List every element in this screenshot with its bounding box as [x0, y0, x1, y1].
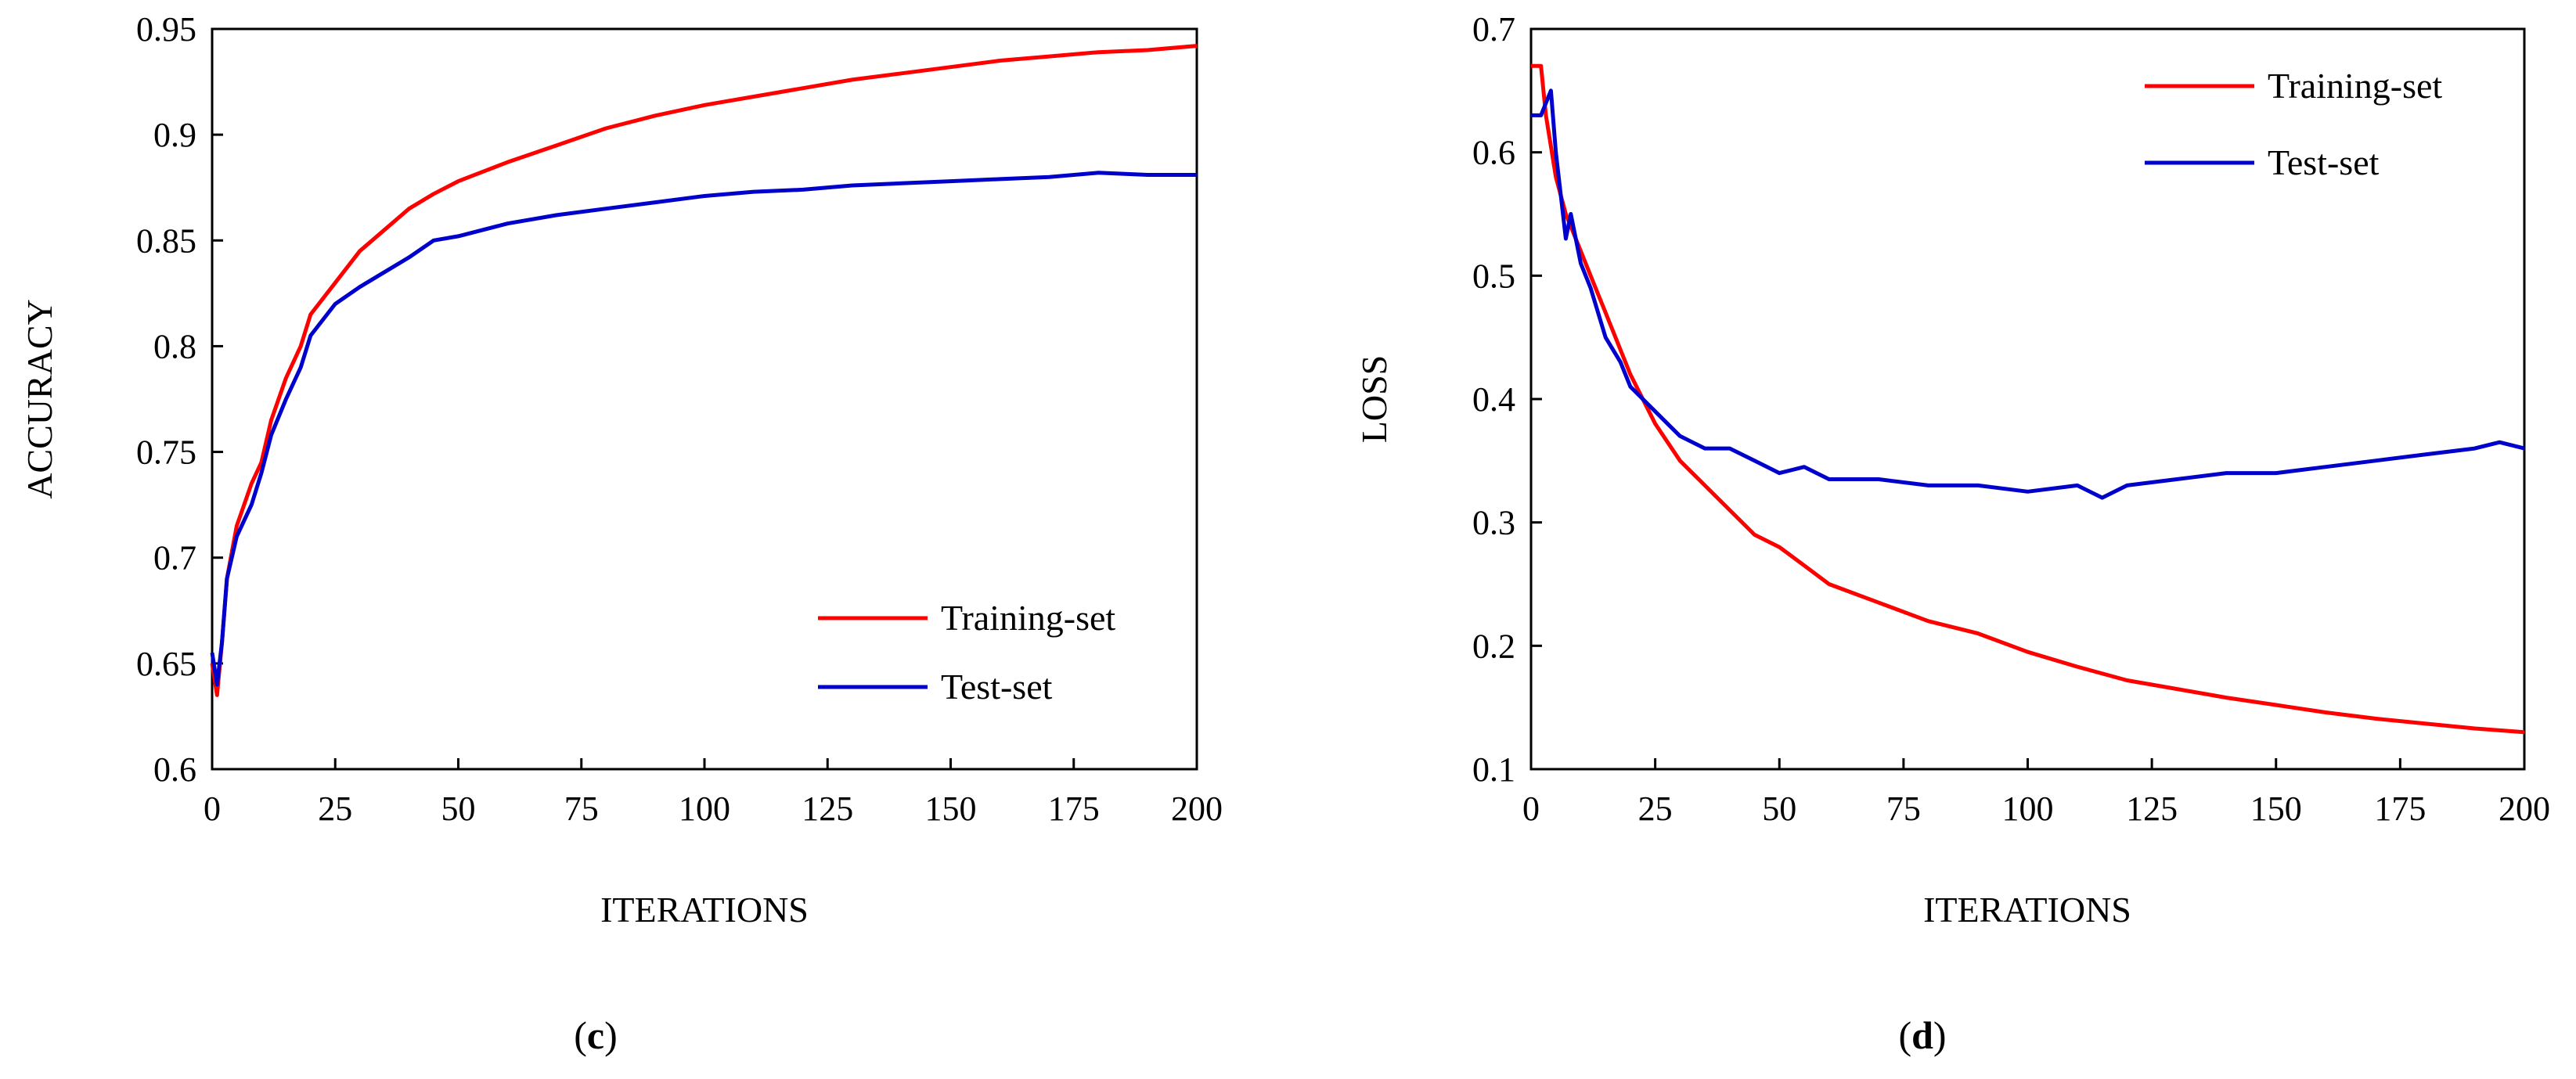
y-tick-label: 0.4 — [1472, 380, 1515, 419]
x-tick-label: 125 — [802, 789, 853, 828]
y-tick-label: 0.95 — [136, 10, 196, 49]
accuracy-x-ticks: 0 25 50 75 100 125 150 175 200 — [204, 758, 1223, 828]
panel-label-c-letter: c — [587, 1013, 604, 1057]
x-tick-label: 175 — [1048, 789, 1100, 828]
accuracy-x-axis-title: ITERATIONS — [600, 890, 809, 930]
series-line-test-set — [210, 171, 1197, 687]
series-line-training-set — [210, 44, 1198, 697]
x-tick-label: 100 — [679, 789, 730, 828]
panel-label-c-close: ) — [604, 1013, 618, 1057]
loss-y-ticks: 0.1 0.2 0.3 0.4 0.5 0.6 0.7 — [1472, 10, 1542, 789]
y-tick-label: 0.7 — [153, 539, 196, 577]
y-tick-label: 0.6 — [153, 750, 196, 789]
x-tick-label: 100 — [2002, 789, 2054, 828]
y-tick-label: 0.5 — [1472, 257, 1515, 295]
x-tick-label: 75 — [1886, 789, 1921, 828]
accuracy-series-lines — [210, 44, 1198, 697]
y-tick-label: 0.9 — [153, 116, 196, 154]
y-tick-label: 0.7 — [1472, 10, 1515, 49]
panel-label-c: (c) — [574, 1013, 618, 1057]
loss-x-ticks: 0 25 50 75 100 125 150 175 200 — [1522, 758, 2550, 828]
x-tick-label: 150 — [925, 789, 977, 828]
loss-x-axis-title: ITERATIONS — [1923, 890, 2131, 930]
accuracy-y-axis-title: ACCURACY — [20, 299, 59, 499]
x-tick-label: 125 — [2126, 789, 2178, 828]
loss-chart: 0.1 0.2 0.3 0.4 0.5 0.6 0.7 0 25 50 75 100 125 150 17… — [1354, 10, 2550, 1057]
y-tick-label: 0.6 — [1472, 134, 1515, 172]
y-tick-label: 0.75 — [136, 433, 196, 472]
x-tick-label: 75 — [564, 789, 599, 828]
loss-y-axis-title: LOSS — [1354, 355, 1394, 443]
x-tick-label: 175 — [2374, 789, 2426, 828]
loss-legend-training-label: Training-set — [2268, 66, 2442, 106]
x-tick-label: 50 — [441, 789, 476, 828]
panel-label-d-letter: d — [1911, 1013, 1933, 1057]
series-line-test-set — [1531, 88, 2525, 500]
panel-label-d: (d) — [1898, 1013, 1946, 1057]
loss-series-lines — [1531, 63, 2525, 735]
x-tick-label: 200 — [1171, 789, 1223, 828]
accuracy-legend-training-label: Training-set — [941, 598, 1115, 638]
accuracy-legend-test-label: Test-set — [941, 667, 1053, 707]
y-tick-label: 0.85 — [136, 221, 196, 260]
y-tick-label: 0.65 — [136, 645, 196, 683]
x-tick-label: 200 — [2499, 789, 2550, 828]
x-tick-label: 25 — [1638, 789, 1673, 828]
x-tick-label: 150 — [2250, 789, 2302, 828]
y-tick-label: 0.8 — [153, 327, 196, 365]
x-tick-label: 0 — [1522, 789, 1540, 828]
panel-label-d-open: ( — [1898, 1013, 1911, 1057]
accuracy-plot-area — [211, 27, 1198, 771]
accuracy-legend: Training-set Test-set — [818, 598, 1115, 707]
loss-legend: Training-set Test-set — [2145, 66, 2442, 182]
x-tick-label: 25 — [318, 789, 352, 828]
y-tick-label: 0.3 — [1472, 504, 1515, 542]
loss-plot-area — [1529, 27, 2526, 771]
y-tick-label: 0.2 — [1472, 627, 1515, 665]
y-tick-label: 0.1 — [1472, 750, 1515, 789]
panel-label-d-close: ) — [1933, 1013, 1947, 1057]
panel-label-c-open: ( — [574, 1013, 587, 1057]
series-line-training-set — [1531, 63, 2525, 735]
accuracy-y-ticks: 0.6 0.65 0.7 0.75 0.8 0.85 0.9 0.95 — [136, 10, 223, 789]
accuracy-chart: 0.6 0.65 0.7 0.75 0.8 0.85 0.9 0.95 0 25 50 75 100 1… — [20, 10, 1223, 1057]
x-tick-label: 0 — [204, 789, 221, 828]
loss-legend-test-label: Test-set — [2268, 142, 2380, 182]
x-tick-label: 50 — [1762, 789, 1796, 828]
